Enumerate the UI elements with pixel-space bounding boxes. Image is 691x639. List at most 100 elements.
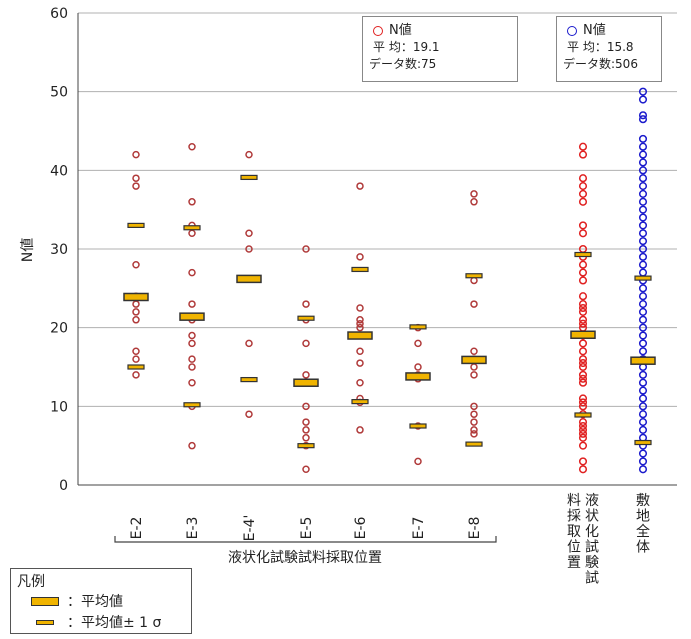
mean-plus-sd-bar — [297, 315, 315, 321]
mean-minus-sd-bar — [127, 364, 145, 370]
data-point — [245, 229, 253, 238]
data-point — [638, 197, 648, 206]
data-point — [638, 394, 648, 403]
data-point — [578, 465, 588, 474]
data-point — [470, 426, 478, 434]
data-point — [578, 362, 588, 372]
data-point — [578, 429, 588, 438]
x-tick-label: E-7 — [411, 517, 427, 540]
stat-box-sample-mean: 平 均：19.1 — [373, 40, 440, 54]
mean-bar — [347, 331, 373, 340]
data-point — [470, 190, 478, 198]
x-tick-label: E-2 — [129, 517, 145, 540]
data-point — [578, 182, 588, 191]
data-point — [414, 363, 422, 371]
x-tick-label-sample-col2: 料採取位置 — [567, 493, 581, 571]
data-point — [132, 174, 140, 182]
mean-minus-sd-bar — [465, 441, 483, 447]
data-point — [578, 292, 588, 301]
data-point — [638, 87, 648, 96]
y-axis-label: N値 — [20, 238, 36, 262]
x-tick-label: E-6 — [353, 517, 369, 540]
data-point — [470, 363, 478, 371]
data-point — [356, 426, 364, 434]
data-point — [578, 402, 588, 411]
data-point — [638, 284, 648, 293]
data-point — [302, 339, 310, 348]
data-point — [578, 268, 588, 277]
data-point — [638, 307, 648, 316]
data-point — [638, 166, 648, 175]
data-point — [638, 402, 648, 411]
data-point — [302, 434, 310, 442]
y-tick-label: 30 — [50, 242, 68, 258]
data-point — [578, 457, 588, 466]
data-point — [578, 150, 588, 159]
data-point — [638, 95, 648, 104]
data-point — [356, 304, 364, 312]
data-point — [188, 363, 196, 371]
data-point — [638, 182, 648, 191]
mean-plus-sd-bar — [574, 251, 592, 258]
data-point — [132, 308, 140, 316]
legend-sd-label: ：平均値± 1 σ — [67, 615, 162, 631]
x-tick-label-site: 敷地全体 — [636, 493, 650, 556]
y-tick-label: 40 — [50, 163, 68, 179]
data-point — [638, 347, 648, 356]
data-point — [638, 150, 648, 159]
data-point — [578, 347, 588, 356]
mean-minus-sd-bar — [409, 423, 427, 429]
data-point — [245, 150, 253, 159]
data-point — [638, 142, 648, 151]
data-point — [638, 205, 648, 214]
data-point — [578, 300, 588, 309]
data-point — [578, 229, 588, 238]
data-point — [638, 268, 648, 277]
legend-title: 凡例 — [17, 574, 45, 590]
mean-plus-sd-bar — [465, 273, 483, 279]
data-point — [638, 134, 648, 143]
y-tick-label: 0 — [59, 478, 68, 494]
legend-mean-label: ：平均値 — [67, 594, 123, 610]
y-tick-label: 60 — [50, 6, 68, 22]
group-bracket — [114, 536, 497, 543]
data-point — [302, 245, 310, 253]
stat-box-site: N値 平 均：15.8 データ数:506 — [556, 16, 662, 82]
data-point — [356, 316, 364, 324]
data-point — [188, 355, 196, 363]
data-point — [132, 355, 140, 363]
mean-bar — [405, 372, 431, 381]
data-point — [470, 410, 478, 418]
data-point — [578, 421, 588, 431]
data-point — [470, 418, 478, 426]
data-point — [356, 323, 364, 332]
mean-plus-sd-bar — [127, 222, 145, 228]
data-point — [638, 292, 648, 301]
data-point — [245, 245, 253, 253]
data-point — [188, 268, 196, 277]
data-point — [578, 394, 588, 403]
data-point — [356, 253, 364, 261]
legend: 凡例 ：平均値 ：平均値± 1 σ — [10, 568, 192, 634]
data-point — [356, 182, 364, 190]
data-point — [638, 410, 648, 419]
data-point — [188, 441, 196, 450]
data-point — [638, 260, 648, 269]
group-label: 液状化試験試料採取位置 — [228, 550, 382, 566]
data-point — [578, 398, 588, 407]
legend-sd-swatch — [36, 619, 54, 625]
stat-box-sample: N値 平 均：19.1 データ数:75 — [362, 16, 518, 82]
data-point — [302, 426, 310, 434]
mean-bar — [630, 356, 656, 365]
data-point — [188, 378, 196, 387]
data-point — [188, 198, 196, 206]
mean-plus-sd-bar — [351, 266, 369, 273]
data-point — [132, 150, 140, 159]
data-point — [188, 229, 196, 238]
mean-bar — [123, 292, 149, 302]
data-point — [638, 425, 648, 434]
data-point — [188, 331, 196, 340]
mean-minus-sd-bar — [183, 402, 201, 408]
data-point — [578, 319, 588, 328]
data-point — [638, 213, 648, 222]
